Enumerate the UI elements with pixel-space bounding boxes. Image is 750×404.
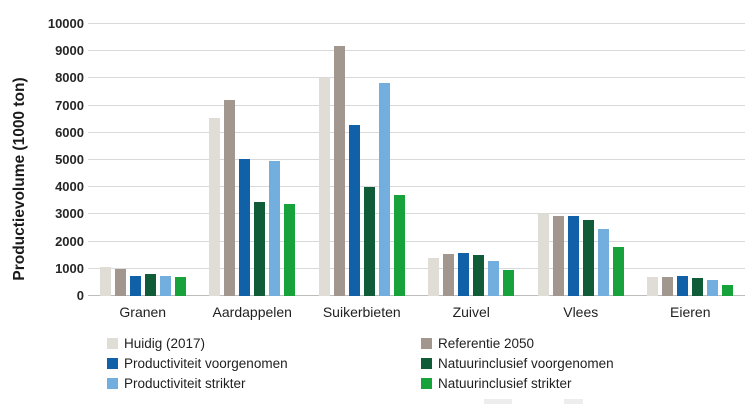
- bar-eieren-productiviteit-strikter: [707, 280, 719, 296]
- bar-suikerbieten-natuurinclusief-strikter: [393, 195, 405, 296]
- y-tick-label-6000: 6000: [55, 124, 84, 140]
- legend-item-natuurinclusief-voorgenomen: Natuurinclusief voorgenomen: [421, 355, 614, 371]
- bar-vlees-natuurinclusief-voorgenomen: [582, 219, 594, 296]
- gridline-3000: [88, 213, 745, 215]
- bar-suikerbieten-productiviteit-voorgenomen: [348, 124, 360, 296]
- y-tick-label-9000: 9000: [55, 43, 84, 59]
- legend-swatch: [107, 357, 118, 369]
- legend-swatch: [421, 377, 432, 389]
- gridline-2000: [88, 240, 745, 242]
- bar-granen-natuurinclusief-voorgenomen: [144, 274, 156, 296]
- bar-granen-huidig-2017-: [99, 267, 111, 296]
- bar-granen-referentie-2050: [114, 268, 126, 296]
- bar-eieren-productiviteit-voorgenomen: [677, 276, 689, 296]
- legend-item-natuurinclusief-strikter: Natuurinclusief strikter: [421, 375, 614, 391]
- gridline-7000: [88, 104, 745, 106]
- y-tick-label-8000: 8000: [55, 70, 84, 86]
- legend-item-referentie-2050: Referentie 2050: [421, 335, 614, 351]
- bar-groups: [88, 24, 745, 296]
- legend-swatch: [107, 377, 118, 389]
- x-category-label-granen: Granen: [119, 304, 167, 320]
- legend-label: Productiviteit voorgenomen: [124, 355, 288, 371]
- legend-label: Productiviteit strikter: [124, 375, 246, 391]
- bar-group-granen: [88, 24, 198, 296]
- bar-suikerbieten-natuurinclusief-voorgenomen: [363, 187, 375, 296]
- gridline-6000: [88, 131, 745, 133]
- gridline-0: [88, 295, 745, 296]
- y-tick-label-3000: 3000: [55, 206, 84, 222]
- bar-vlees-referentie-2050: [552, 215, 564, 296]
- y-tick-label-4000: 4000: [55, 179, 84, 195]
- legend-item-productiviteit-voorgenomen: Productiviteit voorgenomen: [107, 355, 421, 371]
- gridline-4000: [88, 186, 745, 188]
- gridline-1000: [88, 267, 745, 269]
- y-tick-label-10000: 10000: [47, 16, 84, 31]
- y-tick-label-7000: 7000: [55, 97, 84, 113]
- cropped-bottom-element-right: [564, 399, 583, 404]
- bar-group-zuivel: [417, 24, 527, 296]
- legend-item-productiviteit-strikter: Productiviteit strikter: [107, 375, 421, 391]
- legend-label: Natuurinclusief strikter: [438, 375, 572, 391]
- x-category-label-zuivel: Zuivel: [452, 304, 490, 320]
- bar-granen-productiviteit-strikter: [159, 275, 171, 296]
- bar-eieren-huidig-2017-: [647, 277, 659, 296]
- legend-label: Natuurinclusief voorgenomen: [438, 355, 614, 371]
- bar-vlees-natuurinclusief-strikter: [612, 247, 624, 296]
- gridline-9000: [88, 50, 745, 52]
- gridline-8000: [88, 77, 745, 79]
- bar-zuivel-productiviteit-voorgenomen: [458, 252, 470, 296]
- bar-vlees-productiviteit-strikter: [597, 229, 609, 296]
- cropped-bottom-element-left: [484, 399, 512, 404]
- legend: Huidig (2017) Referentie 2050 Productivite…: [107, 335, 614, 391]
- bar-group-aardappelen: [198, 24, 308, 296]
- x-category-label-aardappelen: Aardappelen: [212, 304, 292, 320]
- bar-zuivel-referentie-2050: [443, 253, 455, 296]
- y-tick-label-5000: 5000: [55, 152, 84, 167]
- bar-zuivel-natuurinclusief-voorgenomen: [473, 255, 485, 296]
- x-axis-category-labels: Granen Aardappelen Suikerbieten Zuivel Vlees…: [88, 304, 745, 320]
- bar-eieren-referentie-2050: [662, 276, 674, 296]
- gridline-10000: [88, 23, 745, 24]
- bar-group-eieren: [636, 24, 746, 296]
- x-category-label-eieren: Eieren: [670, 304, 711, 320]
- legend-swatch: [421, 337, 432, 349]
- y-tick-label-2000: 2000: [55, 233, 84, 249]
- bar-zuivel-natuurinclusief-strikter: [503, 270, 515, 296]
- bar-suikerbieten-huidig-2017-: [318, 78, 330, 296]
- bar-vlees-huidig-2017-: [537, 214, 549, 296]
- bar-aardappelen-natuurinclusief-voorgenomen: [254, 202, 266, 296]
- bar-granen-natuurinclusief-strikter: [174, 277, 186, 296]
- bar-eieren-natuurinclusief-voorgenomen: [692, 277, 704, 296]
- bar-eieren-natuurinclusief-strikter: [722, 285, 734, 296]
- bar-group-suikerbieten: [307, 24, 417, 296]
- legend-swatch: [107, 337, 118, 349]
- bar-zuivel-productiviteit-strikter: [488, 260, 500, 296]
- x-category-label-vlees: Vlees: [563, 304, 599, 320]
- bar-aardappelen-natuurinclusief-strikter: [284, 203, 296, 296]
- legend-label: Huidig (2017): [124, 335, 206, 351]
- bar-aardappelen-productiviteit-voorgenomen: [239, 158, 251, 296]
- y-tick-label-0: 0: [76, 288, 84, 303]
- y-tick-label-1000: 1000: [55, 260, 84, 276]
- bar-suikerbieten-referentie-2050: [333, 45, 345, 296]
- plot-area: [88, 23, 745, 296]
- bar-zuivel-huidig-2017-: [428, 257, 440, 296]
- bar-granen-productiviteit-voorgenomen: [129, 276, 141, 296]
- legend-label: Referentie 2050: [438, 335, 535, 351]
- bar-vlees-productiviteit-voorgenomen: [567, 215, 579, 296]
- bar-group-vlees: [526, 24, 636, 296]
- bar-aardappelen-referentie-2050: [224, 100, 236, 296]
- bar-suikerbieten-productiviteit-strikter: [378, 82, 390, 296]
- bar-aardappelen-productiviteit-strikter: [269, 161, 281, 296]
- bar-aardappelen-huidig-2017-: [209, 117, 221, 296]
- legend-item-huidig-2017-: Huidig (2017): [107, 335, 421, 351]
- legend-swatch: [421, 357, 432, 369]
- x-category-label-suikerbieten: Suikerbieten: [322, 304, 401, 320]
- gridline-5000: [88, 159, 745, 160]
